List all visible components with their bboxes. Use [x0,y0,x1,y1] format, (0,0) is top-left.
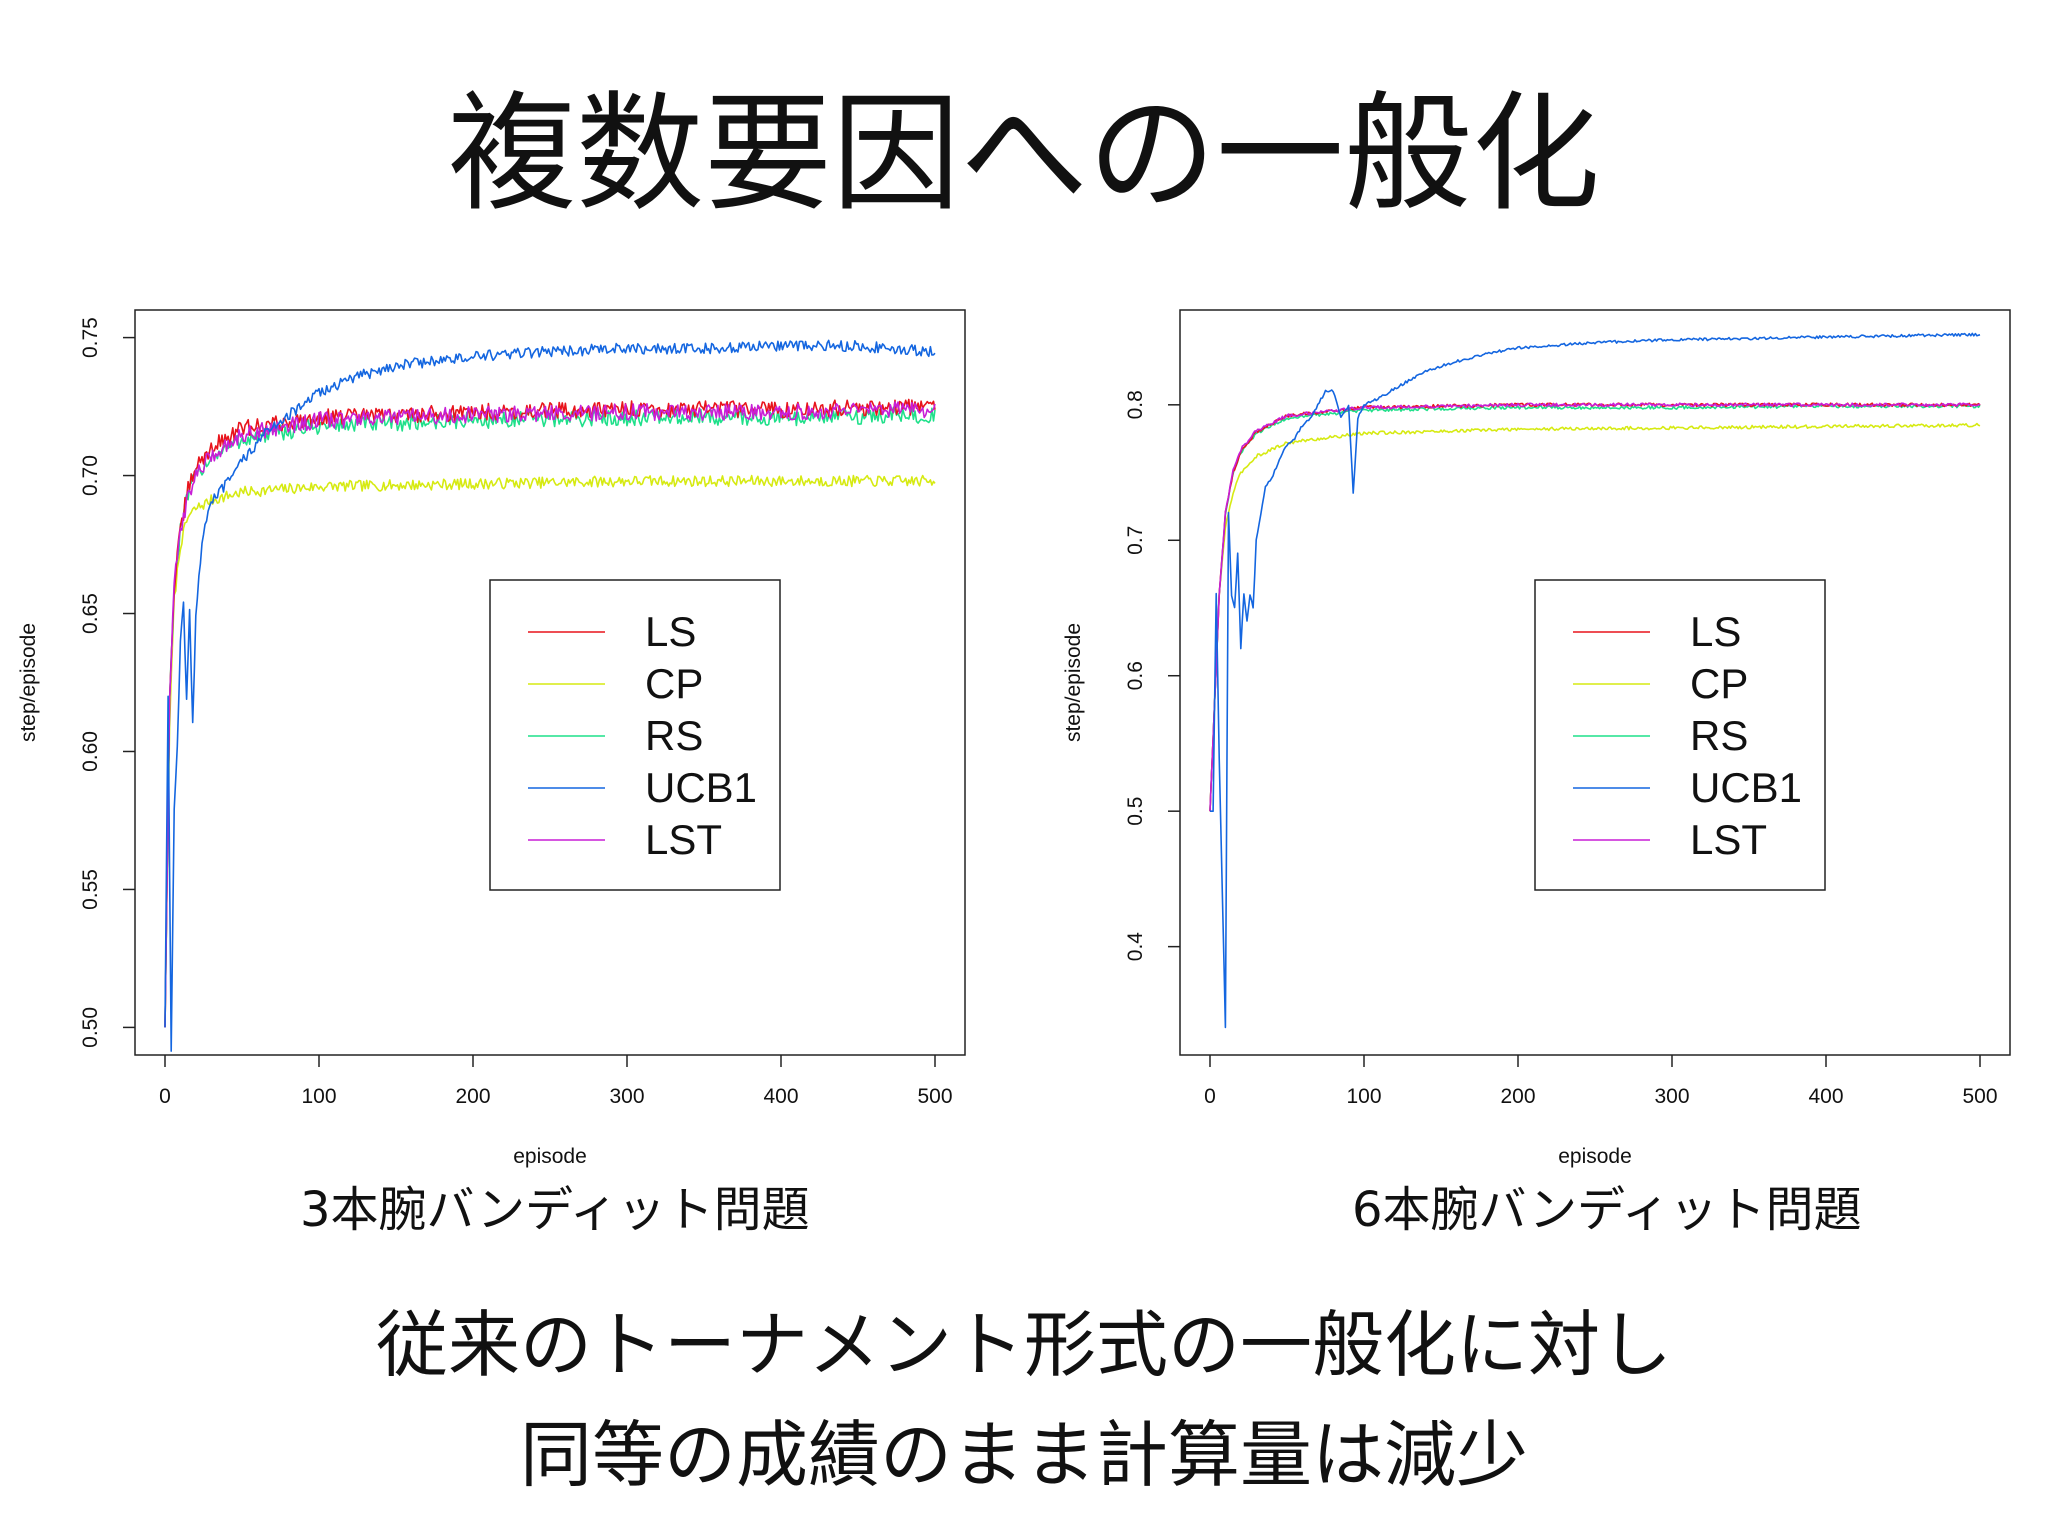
x-tick-label: 100 [301,1085,336,1108]
y-tick-label: 0.65 [79,593,102,634]
body-line-2: 同等の成績のまま計算量は減少 [519,1413,1528,1497]
legend-label-rs: RS [1690,712,1748,759]
y-tick-label: 0.8 [1124,390,1147,419]
y-tick-label: 0.4 [1124,932,1147,962]
y-tick-label: 0.75 [79,317,102,358]
body-line-1: 従来のトーナメント形式の一般化に対し [375,1303,1672,1387]
y-axis-label: step/episode [1062,623,1085,742]
x-tick-label: 300 [1654,1085,1689,1108]
legend-box [1534,579,1826,891]
y-tick-label: 0.55 [79,869,102,910]
legend-label-lst: LST [1690,816,1767,863]
x-tick-label: 0 [1204,1085,1216,1108]
x-tick-label: 0 [159,1085,171,1108]
plot-frame [1179,309,2011,1056]
series-line-lst [1209,402,1981,812]
legend-box [489,579,781,891]
x-tick-label: 400 [1808,1085,1843,1108]
legend-label-ucb1: UCB1 [645,764,757,811]
y-tick-label: 0.5 [1124,797,1147,826]
series-line-rs [1209,403,1981,812]
x-tick-label: 300 [609,1085,644,1108]
slide-title: 複数要因への一般化 [447,80,1600,229]
series-line-lst [164,401,936,1028]
y-axis-label: step/episode [17,623,40,742]
chart-3-arm-caption: 3本腕バンディット問題 [300,1182,810,1238]
y-tick-label: 0.6 [1124,661,1147,690]
y-tick-label: 0.7 [1124,526,1147,555]
legend-label-ls: LS [1690,608,1741,655]
x-tick-label: 100 [1346,1085,1381,1108]
chart-6-arm-svg: 0 100 200 300 400 500 0.4 0.5 0.6 0.7 0.8 episode st… [1062,309,2011,1168]
x-tick-label: 400 [763,1085,798,1108]
x-tick-label: 500 [917,1085,952,1108]
y-tick-label: 0.50 [79,1007,102,1048]
x-tick-label: 500 [1962,1085,1997,1108]
chart-6-arm-caption: 6本腕バンディット問題 [1352,1182,1862,1238]
series-line-cp [164,474,936,1028]
chart-3-arm-svg: 0 100 200 300 400 500 0.50 0.55 0.60 0.65 0.70 0.75… [17,309,966,1168]
y-tick-label: 0.60 [79,731,102,772]
x-axis-label: episode [513,1145,587,1168]
legend-label-cp: CP [1690,660,1748,707]
plot-frame [134,309,966,1056]
series-line-cp [1209,422,1981,812]
series-line-ucb1 [164,339,936,1052]
legend-label-ls: LS [645,608,696,655]
y-tick-label: 0.70 [79,455,102,496]
chart-3-arm: 0 100 200 300 400 500 0.50 0.55 0.60 0.65 0.70 0.75… [0,290,990,1190]
series-line-ucb1 [1210,332,1981,1029]
chart-6-arm: 0 100 200 300 400 500 0.4 0.5 0.6 0.7 0.8 episode st… [1045,290,2035,1190]
legend-label-lst: LST [645,816,722,863]
x-tick-label: 200 [455,1085,490,1108]
x-axis-label: episode [1558,1145,1632,1168]
legend-label-rs: RS [645,712,703,759]
legend-label-cp: CP [645,660,703,707]
legend-label-ucb1: UCB1 [1690,764,1802,811]
x-tick-label: 200 [1500,1085,1535,1108]
